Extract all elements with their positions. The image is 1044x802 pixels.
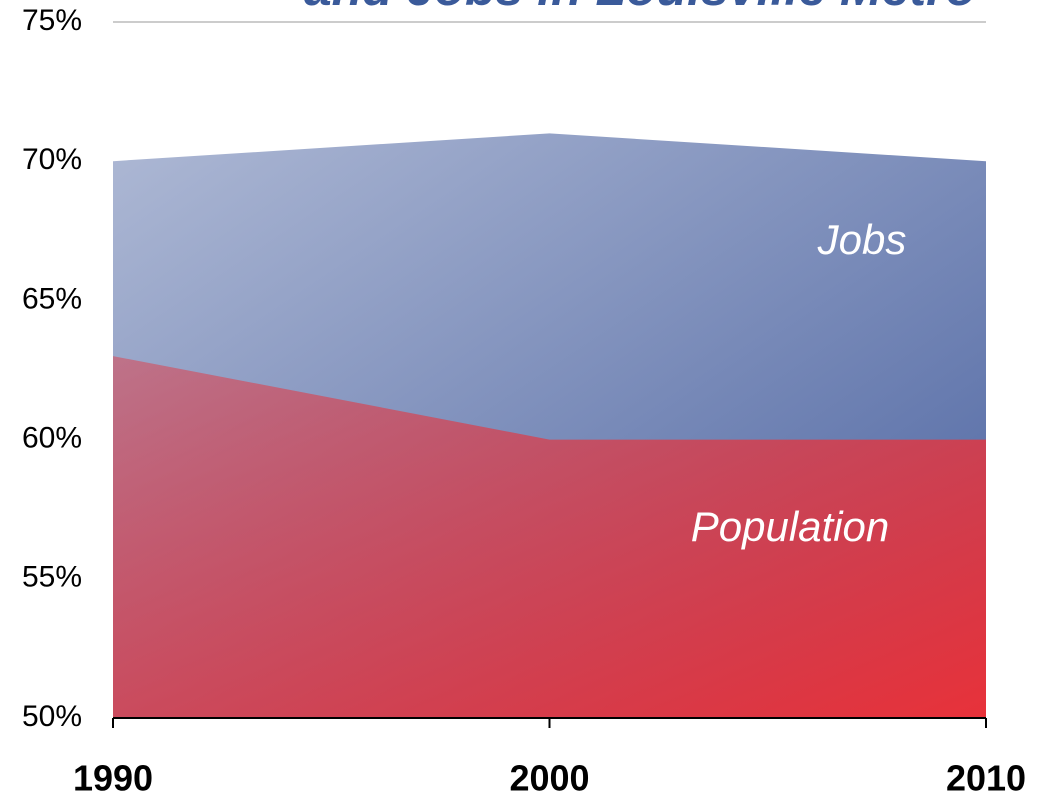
y-tick-label: 60% xyxy=(22,422,82,455)
area xyxy=(113,356,986,718)
x-tick-label: 2000 xyxy=(509,758,589,799)
y-tick-label: 55% xyxy=(22,561,82,594)
x-tick-label: 2010 xyxy=(946,758,1026,799)
y-tick-label: 65% xyxy=(22,282,82,315)
series-label: Population xyxy=(691,503,890,550)
y-tick-label: 75% xyxy=(22,4,82,37)
chart-title: and Jobs in Louisville Metro xyxy=(304,0,976,16)
y-tick-label: 50% xyxy=(22,700,82,733)
x-tick-label: 1990 xyxy=(73,758,153,799)
series-label: Jobs xyxy=(817,216,907,263)
y-tick-label: 70% xyxy=(22,143,82,176)
